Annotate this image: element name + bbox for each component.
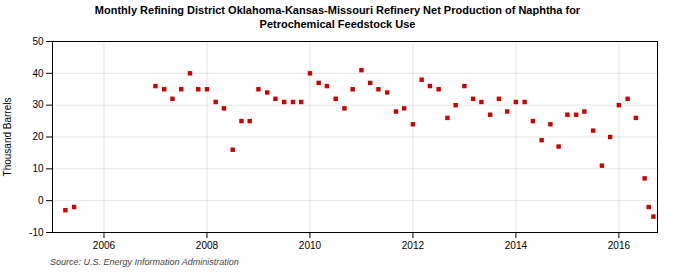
svg-text:2006: 2006 — [93, 240, 116, 251]
svg-text:40: 40 — [32, 68, 44, 79]
svg-text:2012: 2012 — [402, 240, 425, 251]
svg-text:2010: 2010 — [299, 240, 322, 251]
svg-text:2014: 2014 — [505, 240, 528, 251]
svg-text:Thousand Barrels: Thousand Barrels — [2, 98, 13, 177]
html-text:Source: U.S. Energy Informatio: Source: U.S. Energy Information Administ… — [50, 257, 239, 267]
svg-text:10: 10 — [32, 163, 44, 174]
svg-text:20: 20 — [32, 131, 44, 142]
svg-text:2016: 2016 — [608, 240, 631, 251]
svg-text:30: 30 — [32, 99, 44, 110]
svg-text:0: 0 — [38, 195, 44, 206]
html-text:Monthly Refining District Okla: Monthly Refining District Oklahoma-Kansa… — [94, 4, 581, 30]
svg-text:50: 50 — [32, 36, 44, 47]
svg-text:2008: 2008 — [196, 240, 219, 251]
svg-text:-10: -10 — [29, 227, 44, 238]
